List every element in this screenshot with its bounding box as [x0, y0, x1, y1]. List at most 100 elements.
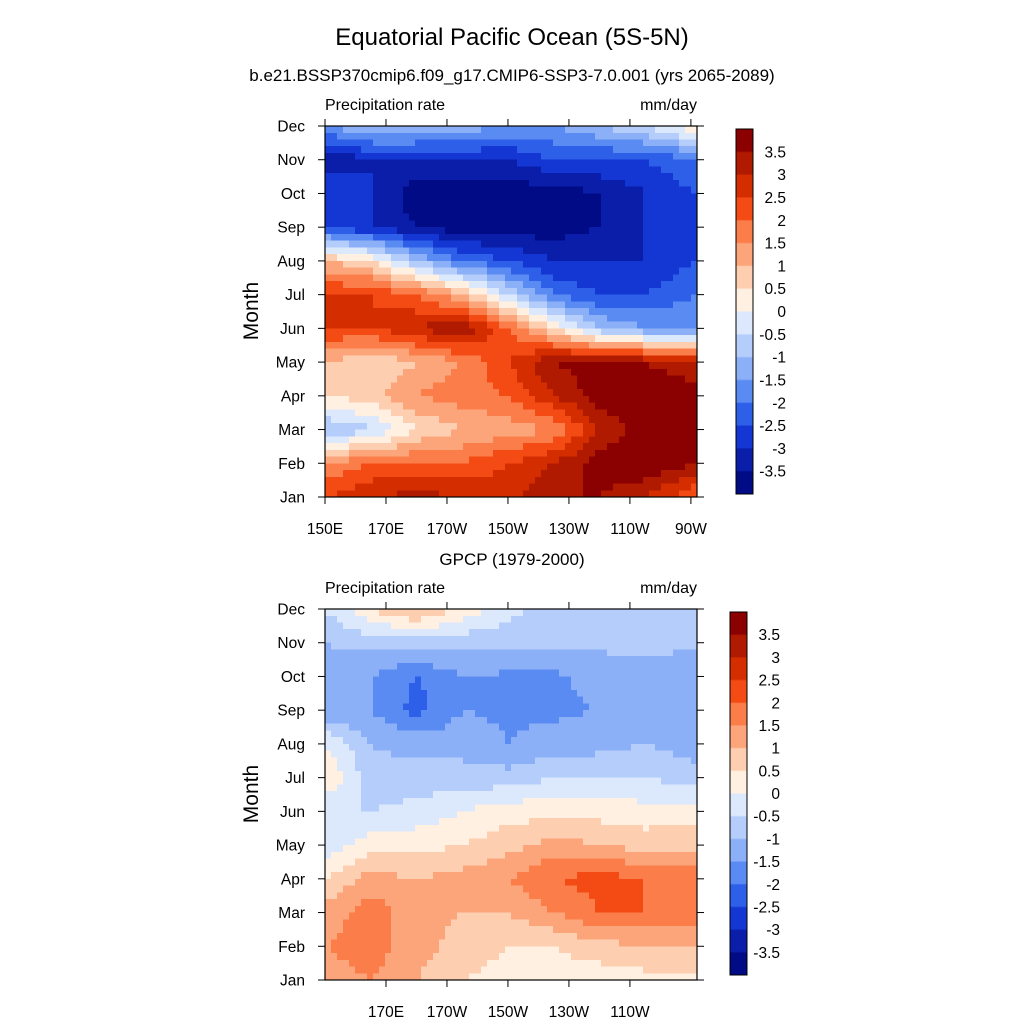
heatmap-cell — [691, 220, 698, 228]
heatmap-cell — [361, 301, 368, 309]
heatmap-cell — [325, 689, 332, 698]
heatmap-cell — [433, 818, 440, 826]
heatmap-cell — [361, 368, 368, 377]
heatmap-cell — [601, 490, 608, 498]
heatmap-cell — [463, 683, 470, 691]
heatmap-cell — [475, 240, 482, 249]
heatmap-cell — [547, 422, 554, 431]
heatmap-cell — [427, 635, 434, 644]
heatmap-cell — [385, 200, 392, 208]
heatmap-cell — [349, 166, 356, 174]
heatmap-cell — [469, 831, 476, 839]
heatmap-cell — [571, 375, 578, 383]
heatmap-cell — [439, 213, 446, 222]
heatmap-cell — [631, 402, 638, 410]
bottom-left-string: Precipitation rate — [325, 580, 445, 597]
heatmap-cell — [331, 254, 338, 262]
heatmap-cell — [385, 723, 392, 732]
heatmap-cell — [499, 470, 506, 478]
heatmap-cell — [457, 845, 464, 853]
heatmap-cell — [463, 422, 470, 431]
heatmap-cell — [451, 308, 458, 316]
heatmap-cell — [415, 362, 422, 370]
heatmap-cell — [409, 443, 416, 451]
heatmap-cell — [625, 456, 632, 464]
heatmap-cell — [397, 166, 404, 174]
heatmap-cell — [361, 676, 368, 684]
heatmap-cell — [643, 449, 650, 458]
heatmap-cell — [391, 649, 398, 657]
heatmap-cell — [415, 132, 422, 141]
heatmap-cell — [457, 622, 464, 630]
heatmap-cell — [547, 308, 554, 316]
heatmap-cell — [529, 409, 536, 417]
heatmap-cell — [391, 851, 398, 860]
heatmap-cell — [481, 254, 488, 262]
heatmap-cell — [391, 335, 398, 343]
heatmap-cell — [379, 395, 386, 404]
heatmap-cell — [409, 622, 416, 630]
heatmap-cell — [403, 247, 410, 255]
heatmap-cell — [625, 294, 632, 302]
heatmap-cell — [397, 966, 404, 974]
heatmap-cell — [655, 193, 662, 201]
heatmap-cell — [325, 233, 332, 242]
heatmap-cell — [355, 905, 362, 914]
heatmap-cell — [529, 328, 536, 336]
heatmap-cell — [589, 483, 596, 491]
heatmap-cell — [565, 308, 572, 316]
heatmap-cell — [577, 193, 584, 201]
heatmap-cell — [451, 939, 458, 947]
heatmap-cell — [391, 193, 398, 201]
heatmap-cell — [619, 335, 626, 343]
heatmap-cell — [355, 858, 362, 866]
heatmap-cell — [535, 254, 542, 262]
heatmap-cell — [511, 240, 518, 249]
heatmap-cell — [607, 476, 614, 485]
heatmap-cell — [583, 321, 590, 329]
heatmap-cell — [343, 294, 350, 302]
heatmap-cell — [355, 382, 362, 390]
heatmap-cell — [373, 784, 380, 792]
heatmap-cell — [571, 254, 578, 262]
heatmap-cell — [409, 723, 416, 732]
heatmap-cell — [421, 885, 428, 893]
heatmap-cell — [685, 193, 692, 201]
heatmap-cell — [415, 703, 422, 711]
heatmap-cell — [349, 382, 356, 390]
heatmap-cell — [403, 213, 410, 222]
heatmap-cell — [367, 892, 374, 900]
heatmap-cell — [445, 818, 452, 826]
heatmap-cell — [415, 649, 422, 657]
heatmap-cell — [607, 146, 614, 154]
colorbar-box — [736, 471, 753, 495]
heatmap-cell — [433, 281, 440, 289]
heatmap-cell — [427, 422, 434, 431]
heatmap-cell — [667, 166, 674, 174]
heatmap-cell — [511, 416, 518, 424]
heatmap-cell — [373, 281, 380, 289]
heatmap-cell — [463, 200, 470, 208]
heatmap-cell — [349, 139, 356, 147]
heatmap-cell — [337, 629, 344, 637]
heatmap-cell — [331, 635, 338, 644]
heatmap-cell — [445, 953, 452, 961]
heatmap-cell — [331, 878, 338, 887]
heatmap-cell — [511, 422, 518, 431]
heatmap-cell — [475, 959, 482, 968]
heatmap-cell — [391, 797, 398, 806]
heatmap-cell — [343, 622, 350, 630]
heatmap-cell — [331, 281, 338, 289]
heatmap-cell — [625, 308, 632, 316]
heatmap-cell — [655, 416, 662, 424]
heatmap-cell — [571, 355, 578, 363]
heatmap-cell — [595, 260, 602, 269]
heatmap-cell — [379, 382, 386, 390]
heatmap-cell — [511, 409, 518, 417]
heatmap-cell — [529, 375, 536, 383]
heatmap-cell — [655, 301, 662, 309]
heatmap-cell — [475, 355, 482, 363]
heatmap-cell — [643, 456, 650, 464]
heatmap-cell — [355, 220, 362, 228]
heatmap-cell — [355, 166, 362, 174]
